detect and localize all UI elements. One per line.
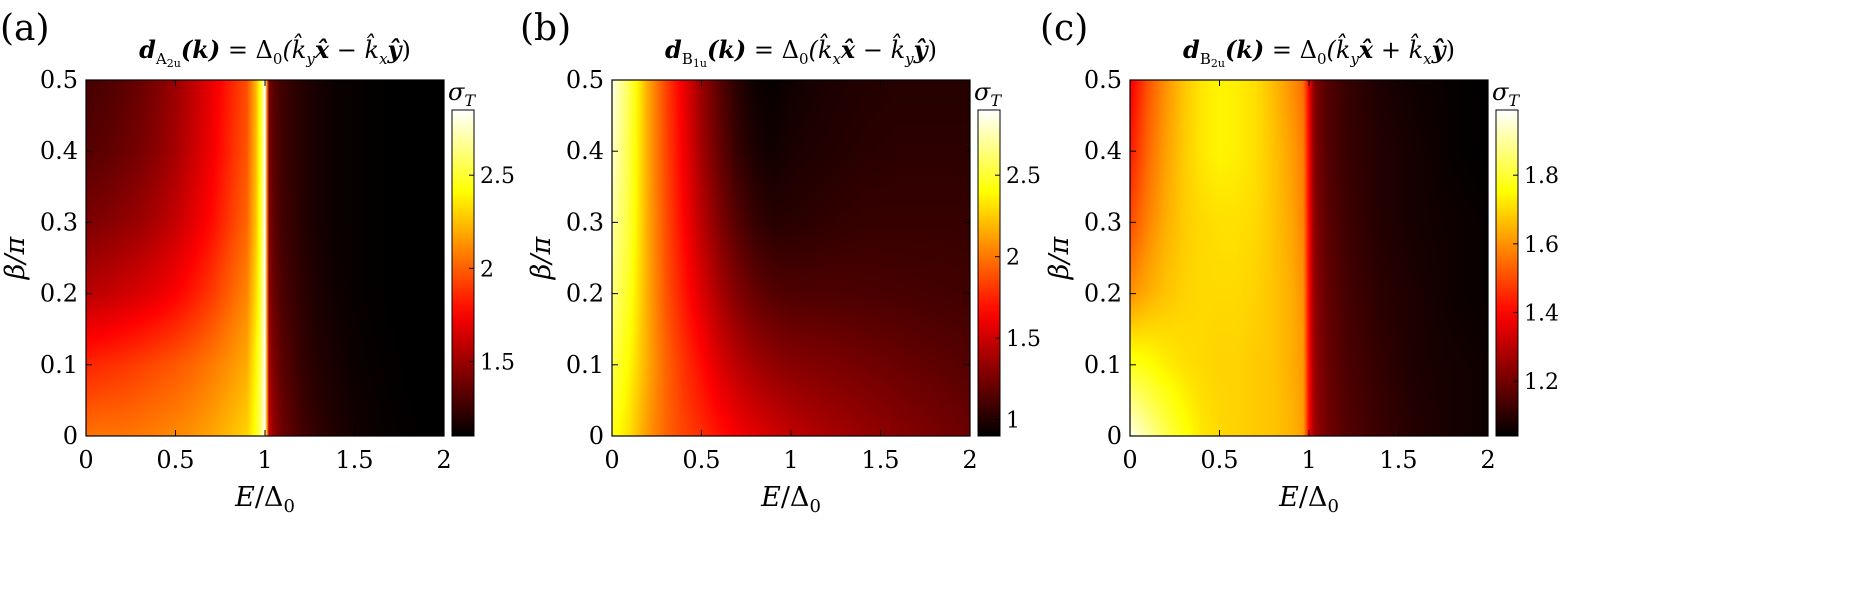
x-tick-label: 2 [962,446,977,474]
colorbar-tick-label: 1.6 [1524,233,1559,258]
colorbar-tick-label: 1.4 [1524,301,1559,326]
y-axis-label: β/π [526,236,557,281]
colorbar-tick-label: 2 [1006,246,1020,271]
x-axis-label: E/Δ0 [1278,482,1339,517]
x-axis-label: E/Δ0 [760,482,821,517]
x-tick-label: 0 [1122,446,1137,474]
colorbar-label: σT [1492,78,1520,110]
y-tick-label: 0 [589,422,604,450]
heatmap-image [86,80,444,436]
colorbar [451,109,475,437]
x-tick-label: 0.5 [682,446,720,474]
y-tick-label: 0.4 [566,137,604,165]
heatmap-image [1130,80,1488,436]
panel-c: 0 0.5 1 1.5 2 0 0.1 0.2 0.3 0.4 0.5 E/Δ0 β/π (c) dB2u(… [1040,8,1559,517]
y-tick-label: 0.3 [1084,208,1122,236]
colorbar-tick-label: 1.5 [480,350,515,375]
colorbar-label: σT [974,78,1002,110]
x-tick-label: 1 [783,446,798,474]
y-tick-label: 0.5 [566,66,604,94]
colorbar-tick-label: 2.5 [480,164,515,189]
y-tick-label: 0.3 [40,208,78,236]
y-tick-label: 0.3 [566,208,604,236]
y-tick-label: 0.2 [40,280,78,308]
colorbar-tick-label: 2.5 [1006,164,1041,189]
colorbar [1495,109,1519,437]
colorbar-tick-label: 1.5 [1006,327,1041,352]
panel-a: 0 0.5 1 1.5 2 0 0.1 0.2 0.3 0.4 0.5 E/Δ0 β/π (a) dA2u(… [0,8,515,517]
y-tick-label: 0 [63,422,78,450]
panel-title: dA2u(k) = Δ0(k̂yx̂ − k̂xŷ) [139,33,411,70]
y-tick-label: 0.2 [1084,280,1122,308]
panel-b: 0 0.5 1 1.5 2 0 0.1 0.2 0.3 0.4 0.5 E/Δ0 β/π (b) dB1u(… [520,8,1041,517]
y-tick-label: 0.1 [1084,351,1122,379]
x-tick-label: 1.5 [861,446,899,474]
x-tick-label: 0.5 [1200,446,1238,474]
x-tick-label: 2 [436,446,451,474]
x-tick-label: 0 [604,446,619,474]
x-tick-label: 1 [1301,446,1316,474]
y-tick-label: 0 [1107,422,1122,450]
colorbar-tick-label: 2 [480,257,494,282]
colorbar-tick-label: 1.8 [1524,164,1559,189]
y-tick-label: 0.1 [40,351,78,379]
y-axis-label: β/π [1044,236,1075,281]
x-tick-label: 0.5 [156,446,194,474]
panel-label: (a) [0,8,50,49]
panel-title: dB2u(k) = Δ0(k̂yx̂ + k̂xŷ) [1183,33,1455,70]
heatmap-image [612,80,970,436]
panel-label: (b) [520,8,571,49]
x-tick-label: 1.5 [335,446,373,474]
y-tick-label: 0.2 [566,280,604,308]
x-axis-label: E/Δ0 [234,482,295,517]
y-axis-label: β/π [0,236,31,281]
colorbar-label: σT [448,78,476,110]
y-tick-label: 0.5 [1084,66,1122,94]
y-tick-label: 0.1 [566,351,604,379]
colorbar-tick-label: 1 [1006,409,1020,434]
x-tick-label: 1.5 [1379,446,1417,474]
x-tick-label: 2 [1480,446,1495,474]
y-tick-label: 0.5 [40,66,78,94]
colorbar-tick-label: 1.2 [1524,370,1559,395]
colorbar [977,109,1001,437]
panel-label: (c) [1040,8,1088,49]
x-tick-label: 0 [78,446,93,474]
y-tick-label: 0.4 [40,137,78,165]
x-tick-label: 1 [257,446,272,474]
y-tick-label: 0.4 [1084,137,1122,165]
panel-title: dB1u(k) = Δ0(k̂xx̂ − k̂yŷ) [665,33,937,70]
